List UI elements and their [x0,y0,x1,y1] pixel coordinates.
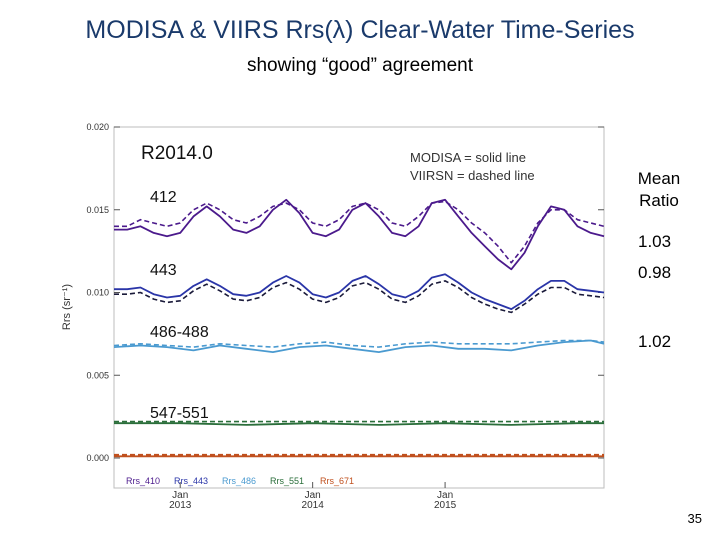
page-number: 35 [687,511,702,526]
series-line-rrs-443-modisa [114,273,605,311]
series-line-rrs-486-viirs [113,339,605,348]
version-label: R2014.0 [141,143,213,164]
y-tick-label-3: 0.015 [86,205,109,215]
legend-item-rrs-410: Rrs_410 [126,476,160,486]
y-tick-label-1: 0.005 [86,370,109,380]
x-tick-label-0-year: 2013 [169,500,192,511]
series-line-rrs-443-viirs [114,280,605,314]
x-tick-label-0-month: Jan [172,490,188,501]
line-style-note-modisa: MODISA = solid line [410,150,526,165]
band-label-2: 486-488 [150,324,209,341]
mean-ratio-443: 0.98 [638,263,672,282]
x-tick-label-2-year: 2015 [434,500,457,511]
series-line-rrs-410-modisa [114,198,605,271]
legend-item-rrs-551: Rrs_551 [270,476,304,486]
y-tick-label-2: 0.010 [86,288,109,298]
line-style-note-viirs: VIIRSN = dashed line [410,168,535,183]
y-axis-label: Rrs (sr⁻¹) [61,284,73,330]
legend-item-rrs-486: Rrs_486 [222,476,256,486]
plot-frame [113,126,605,489]
x-tick-label-2-month: Jan [437,490,453,501]
band-label-0: 412 [150,189,177,206]
mean-ratio-header: Mean Ratio [637,169,681,210]
x-tick-label-1-year: 2014 [302,500,325,511]
series-line-rrs-486-modisa [113,339,605,354]
x-tick-label-1-month: Jan [305,490,321,501]
band-label-1: 443 [150,262,177,279]
series-line-rrs-551-modisa [114,422,604,426]
mean-ratio-486: 1.02 [638,332,672,351]
y-tick-label-4: 0.020 [86,122,109,132]
y-tick-label-0: 0.000 [86,453,109,463]
slide-subtitle: showing “good” agreement [246,55,474,76]
series-line-rrs-410-viirs [114,200,605,264]
legend-item-rrs-443: Rrs_443 [174,476,208,486]
mean-ratio-412: 1.03 [638,232,672,251]
band-label-3: 547-551 [150,405,209,422]
slide-title: MODISA & VIIRS Rrs(λ) Clear-Water Time-S… [85,16,635,44]
legend-item-rrs-671: Rrs_671 [320,476,354,486]
